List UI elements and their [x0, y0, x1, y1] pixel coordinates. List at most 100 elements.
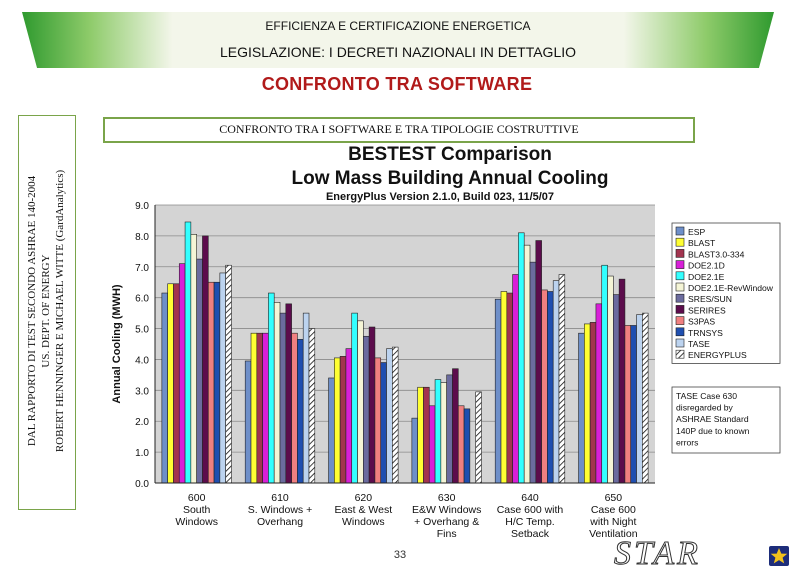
bar [428, 405, 436, 484]
legend-swatch [675, 249, 685, 258]
legend-swatch [675, 226, 685, 236]
y-tick-label: 9.0 [135, 201, 149, 212]
bar [244, 360, 252, 484]
y-tick-label: 2.0 [135, 417, 149, 428]
bar-chart: 0.01.02.03.04.05.06.07.08.09.0600SouthWi… [111, 201, 781, 540]
header-banner: EFFICIENZA E CERTIFICAZIONE ENERGETICA L… [22, 12, 774, 68]
x-tick-label: H/C Temp. [505, 516, 554, 528]
bar [630, 325, 637, 484]
y-tick-label: 6.0 [135, 294, 149, 305]
bar [558, 274, 566, 484]
bar [268, 292, 275, 484]
bar [500, 291, 508, 484]
bar [279, 312, 287, 484]
bar [308, 328, 316, 484]
side-note-text: DAL RAPPORTO DI TEST SECONDO ASHRAE 140-… [25, 121, 67, 501]
star-badge [769, 546, 789, 566]
x-tick-label: East & West [335, 504, 393, 516]
bar [368, 326, 376, 484]
bar [423, 386, 430, 484]
bar [624, 325, 632, 484]
bar [494, 298, 502, 484]
x-tick-label: 620 [355, 492, 373, 504]
y-tick-label: 0.0 [135, 479, 149, 490]
bar [440, 382, 447, 484]
bar [202, 235, 209, 484]
y-tick-label: 4.0 [135, 355, 149, 366]
legend-label: ENERGYPLUS [688, 350, 747, 360]
y-tick-label: 7.0 [135, 263, 149, 274]
side-note: DAL RAPPORTO DI TEST SECONDO ASHRAE 140-… [18, 115, 76, 510]
bar [328, 377, 335, 484]
y-tick-label: 1.0 [135, 448, 149, 459]
legend-box [671, 222, 781, 364]
bar [173, 283, 180, 484]
bar [417, 386, 424, 484]
bar [547, 291, 554, 484]
side-note-line2: US. DEPT. OF ENERGY [40, 254, 52, 368]
side-note-line1: DAL RAPPORTO DI TEST SECONDO ASHRAE 140-… [26, 175, 38, 447]
bar [589, 322, 597, 484]
bar [578, 332, 585, 484]
legend-label: DOE2.1D [688, 261, 725, 271]
x-tick-label: Setback [511, 528, 550, 540]
bar [411, 417, 418, 484]
x-tick-label: 640 [521, 492, 539, 504]
legend-swatch [675, 237, 685, 247]
bar [167, 283, 174, 484]
legend-swatch [675, 305, 685, 314]
bar [584, 323, 591, 484]
star-logo: STAR [614, 535, 701, 573]
bar [184, 221, 192, 484]
legend-label: SRES/SUN [688, 294, 732, 304]
legend-swatch [675, 338, 685, 348]
chart-caption: EnergyPlus Version 2.1.0, Build 023, 11/… [325, 191, 555, 203]
star-icon [770, 548, 788, 564]
legend-label: DOE2.1E [688, 272, 725, 282]
bar [334, 357, 341, 484]
x-tick-label: Windows [175, 516, 218, 528]
bar [339, 356, 347, 484]
bar [273, 302, 281, 484]
bar [452, 368, 459, 484]
page-title: CONFRONTO TRA SOFTWARE [261, 74, 533, 94]
legend-swatch [675, 260, 685, 269]
x-tick-label: with Night [589, 516, 636, 528]
bar [196, 258, 203, 484]
chart-title: BESTEST Comparison [348, 144, 552, 165]
y-axis-label: Annual Cooling (MWH) [111, 284, 123, 403]
annotation-text: TASE Case 630 [676, 391, 737, 401]
bar [434, 379, 442, 484]
bar [291, 332, 298, 484]
section-subtitle: CONFRONTO TRA I SOFTWARE E TRA TIPOLOGIE… [219, 122, 579, 136]
chart-subtitle: Low Mass Building Annual Cooling [291, 168, 609, 189]
bar [636, 314, 643, 484]
bar [380, 362, 387, 484]
legend-label: S3PAS [688, 317, 715, 327]
x-tick-label: S. Windows + [248, 504, 312, 516]
section-subtitle-frame: CONFRONTO TRA I SOFTWARE E TRA TIPOLOGIE… [103, 117, 695, 143]
page-number: 33 [393, 549, 407, 561]
bar [613, 294, 620, 484]
bar [351, 312, 358, 484]
bar [357, 320, 364, 484]
legend-label: TASE [688, 339, 710, 349]
bar [250, 332, 258, 484]
legend-label: BLAST [688, 238, 716, 248]
bar [302, 312, 310, 484]
legend-swatch [675, 349, 685, 359]
header-subtitle: LEGISLAZIONE: I DECRETI NAZIONALI IN DET… [219, 44, 577, 60]
x-tick-label: + Overhang & [414, 516, 479, 528]
x-tick-label: Case 600 [591, 504, 636, 516]
legend-label: SERIRES [688, 305, 726, 315]
bar [225, 264, 232, 484]
bar [374, 357, 382, 484]
legend-label: BLAST3.0-334 [688, 249, 745, 259]
bar [207, 281, 215, 484]
bar [219, 272, 226, 484]
x-tick-label: 630 [438, 492, 456, 504]
x-tick-label: E&W Windows [412, 504, 481, 516]
x-tick-label: Case 600 with [497, 504, 564, 516]
x-tick-label: South [183, 504, 211, 516]
bar [285, 303, 292, 484]
